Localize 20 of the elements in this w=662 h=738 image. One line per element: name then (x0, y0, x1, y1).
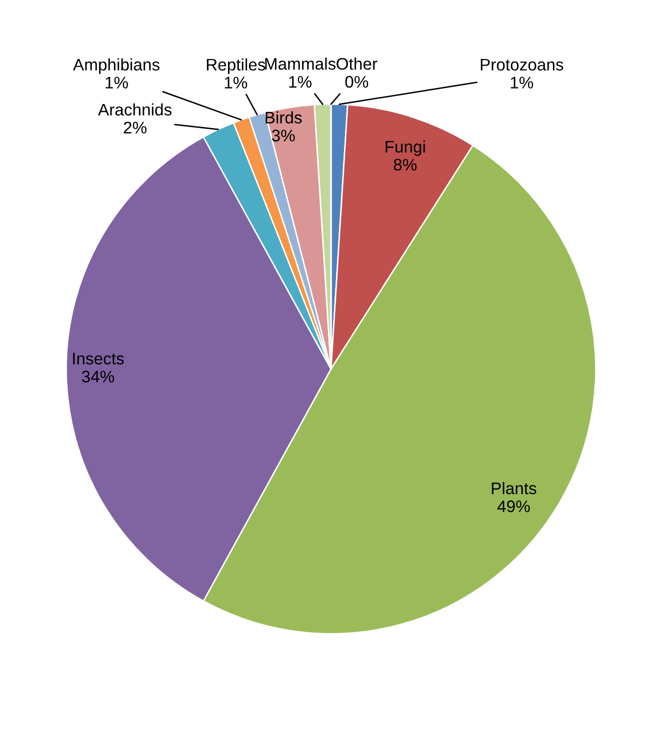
slice-label: Arachnids (98, 103, 172, 116)
data-label: 1% (289, 76, 312, 88)
text: 0% (345, 76, 368, 88)
data-label: 1% (224, 76, 248, 88)
data-label: 34% (82, 370, 114, 382)
data-label: 49% (497, 500, 530, 512)
data-label: 1% (510, 76, 534, 88)
slice-label: Plants (492, 482, 536, 494)
slice-label: Reptiles (206, 58, 266, 74)
slice-label: Mammals (265, 58, 336, 70)
data-label: 2% (124, 122, 146, 134)
slice-label: Amphibians (73, 58, 160, 74)
slice-label: Insects (73, 352, 124, 364)
category-label: Other (336, 58, 378, 70)
slice-label: Birds (266, 111, 302, 124)
data-label: 8% (394, 158, 417, 171)
data-label: 1% (106, 76, 128, 88)
slice-label: Protozoans (480, 58, 564, 71)
slice-label: Fungi (386, 140, 425, 156)
data-label: 3% (272, 130, 295, 142)
